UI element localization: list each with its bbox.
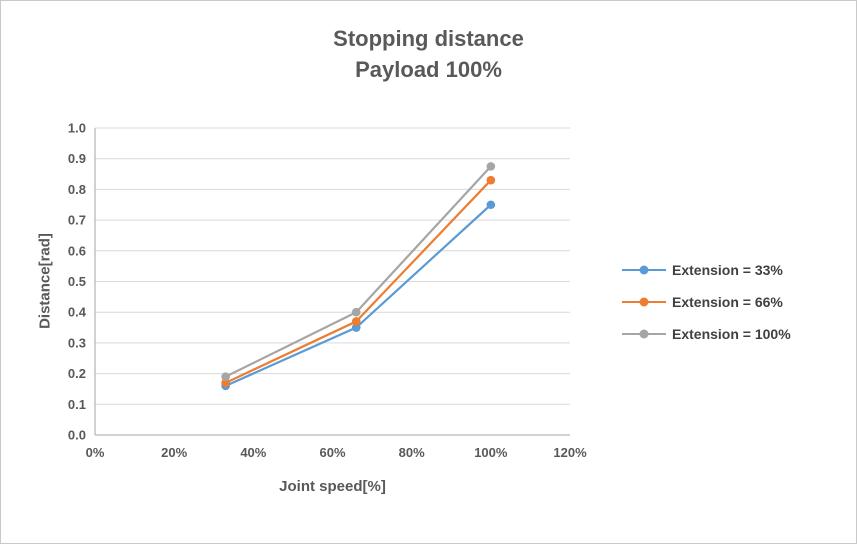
y-tick-label: 0.7	[68, 213, 86, 228]
x-tick-label: 60%	[319, 445, 345, 460]
x-tick-label: 40%	[240, 445, 266, 460]
series-line	[225, 165, 492, 378]
y-tick-label: 0.9	[68, 151, 86, 166]
data-point	[486, 200, 496, 210]
data-point	[486, 162, 496, 171]
legend-label: Extension = 100%	[672, 326, 791, 342]
legend: Extension = 33% Extension = 66% Extensio…	[622, 262, 791, 342]
x-tick-label: 80%	[399, 445, 425, 460]
x-axis-title: Joint speed[%]	[279, 478, 386, 495]
legend-item: Extension = 33%	[622, 262, 791, 278]
y-tick-label: 1.0	[68, 121, 86, 136]
legend-marker-icon	[622, 297, 666, 307]
y-axis-title: Distance[rad]	[36, 233, 54, 329]
y-tick-label: 0.4	[68, 305, 87, 320]
legend-marker-icon	[622, 265, 666, 275]
data-point	[351, 307, 361, 317]
legend-item: Extension = 66%	[622, 294, 791, 310]
x-tick-label: 120%	[553, 445, 587, 460]
y-tick-label: 0.6	[68, 243, 86, 258]
legend-item: Extension = 100%	[622, 326, 791, 342]
data-point	[486, 175, 496, 185]
chart-subtitle: Payload 100%	[355, 56, 502, 82]
x-tick-label: 20%	[161, 445, 187, 460]
legend-marker-icon	[622, 329, 666, 339]
legend-label: Extension = 33%	[672, 262, 783, 278]
data-point	[221, 372, 230, 381]
x-tick-label: 100%	[474, 445, 508, 460]
y-tick-label: 0.1	[68, 397, 86, 412]
y-tick-label: 0.2	[68, 366, 86, 381]
chart-title: Stopping distance	[333, 26, 524, 51]
data-point	[221, 378, 230, 388]
data-point	[351, 323, 361, 332]
chart-title-block: Stopping distance Payload 100%	[0, 24, 857, 86]
y-tick-label: 0.0	[68, 428, 86, 443]
legend-label: Extension = 66%	[672, 294, 783, 310]
y-tick-label: 0.5	[68, 274, 86, 289]
y-tick-label: 0.8	[68, 182, 86, 197]
y-tick-label: 0.3	[68, 335, 86, 350]
data-point	[351, 317, 361, 326]
x-tick-label: 0%	[86, 445, 105, 460]
series-line	[225, 203, 492, 387]
